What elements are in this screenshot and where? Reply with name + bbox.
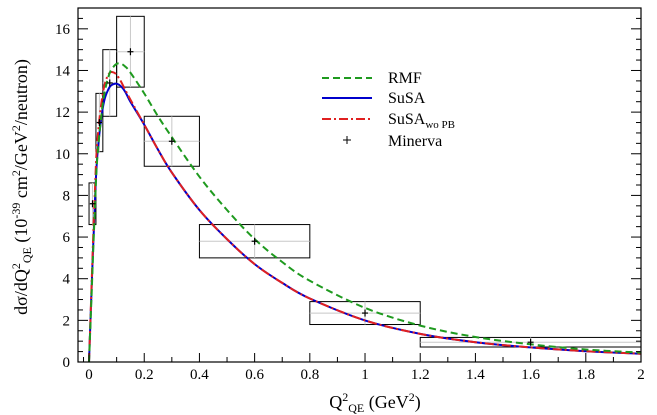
plot-area bbox=[78, 8, 641, 362]
x-tick-label: 0.8 bbox=[300, 367, 319, 383]
x-tick-label: 1.8 bbox=[576, 367, 595, 383]
legend-marker-minerva bbox=[343, 136, 351, 144]
x-tick-label: 0.4 bbox=[190, 367, 209, 383]
y-tick-label: 16 bbox=[55, 22, 71, 38]
y-tick-label: 8 bbox=[63, 188, 71, 204]
y-tick-label: 0 bbox=[63, 355, 71, 371]
data-points bbox=[89, 48, 534, 346]
legend-label-susa-wopb: SuSAwo PB bbox=[388, 111, 455, 131]
theory-curves bbox=[88, 62, 641, 362]
legend-label-minerva: Minerva bbox=[388, 133, 442, 150]
x-tick-label: 0.2 bbox=[135, 367, 154, 383]
y-tick-label: 4 bbox=[63, 272, 71, 288]
x-tick-label: 2 bbox=[637, 367, 645, 383]
x-tick-label: 0.6 bbox=[245, 367, 264, 383]
x-axis: 0 0.2 0.4 0.6 0.8 1 1.2 1.4 1.6 1.8 2 bbox=[83, 353, 645, 383]
x-axis-title: Q2QE (GeV2) bbox=[329, 390, 420, 415]
y-tick-label: 2 bbox=[63, 313, 71, 329]
legend: RMF SuSA SuSAwo PB Minerva bbox=[322, 70, 455, 150]
x-tick-label: 0 bbox=[85, 367, 93, 383]
curve-dashdot-2 bbox=[88, 71, 641, 362]
legend-label-rmf: RMF bbox=[388, 70, 422, 87]
legend-label-susa: SuSA bbox=[388, 90, 426, 107]
y-tick-label: 6 bbox=[63, 230, 71, 246]
x-tick-label: 1 bbox=[361, 367, 369, 383]
y-axis-title: dσ/dQ2QE (10-39 cm2/GeV2/neutron) bbox=[9, 59, 34, 315]
y-tick-label: 10 bbox=[55, 147, 70, 163]
curve-dashed-0 bbox=[88, 62, 641, 362]
y-tick-label: 12 bbox=[55, 105, 70, 121]
x-tick-label: 1.2 bbox=[411, 367, 430, 383]
y-tick-label: 14 bbox=[55, 63, 71, 79]
y-axis: 0 2 4 6 8 10 12 14 16 bbox=[55, 7, 641, 371]
x-tick-label: 1.6 bbox=[521, 367, 540, 383]
x-tick-label: 1.4 bbox=[466, 367, 485, 383]
